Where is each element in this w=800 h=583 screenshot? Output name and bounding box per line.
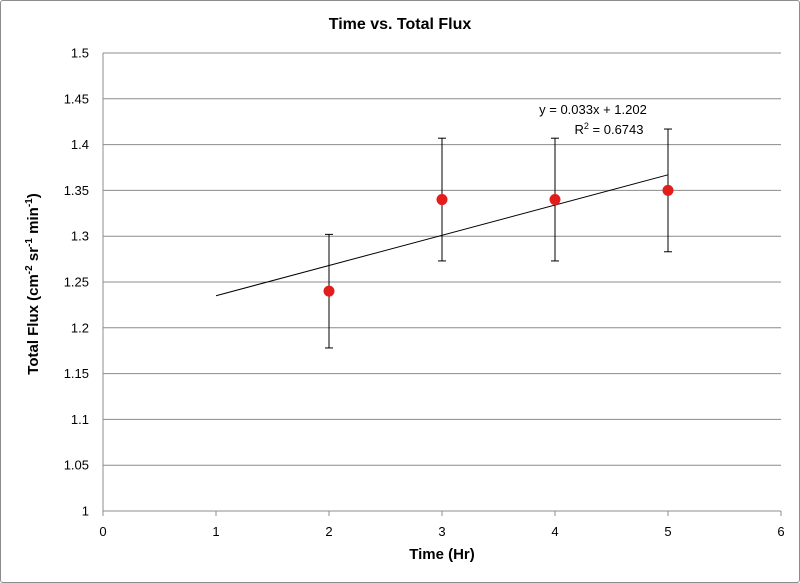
y-axis-label-superscript: -1 [24, 238, 35, 247]
data-points [323, 184, 674, 297]
y-axis-label: Total Flux (cm-2 sr-1 min-1) [24, 193, 42, 374]
data-point [662, 184, 674, 196]
x-tick-label: 2 [325, 524, 332, 539]
x-tick-labels: 0 1 2 3 4 5 6 [99, 524, 784, 539]
data-point [549, 194, 561, 206]
trendline-equation: y = 0.033x + 1.202 [539, 102, 647, 117]
x-tick-label: 4 [551, 524, 558, 539]
y-axis-label-superscript: -2 [24, 265, 35, 274]
data-point [323, 285, 335, 297]
r-squared-superscript: 2 [584, 121, 589, 131]
x-axis-label: Time (Hr) [409, 546, 475, 563]
y-axis-label-superscript: -1 [24, 198, 35, 207]
y-tick-label: 1.05 [64, 458, 89, 473]
x-tick-label: 0 [99, 524, 106, 539]
y-tick-label: 1.45 [64, 91, 89, 106]
r-squared-prefix: R [575, 122, 584, 137]
y-axis-label-part: sr [25, 247, 42, 266]
y-tick-label: 1.15 [64, 366, 89, 381]
y-tick-label: 1.25 [64, 275, 89, 290]
y-tick-label: 1.35 [64, 183, 89, 198]
r-squared-value: = 0.6743 [589, 122, 644, 137]
y-tick-label: 1.3 [71, 229, 89, 244]
r-squared-label: R2 = 0.6743 [575, 121, 644, 137]
y-tick-label: 1.5 [71, 46, 89, 61]
x-tick-label: 3 [438, 524, 445, 539]
y-tick-labels: 1 1.05 1.1 1.15 1.2 1.25 1.3 1.35 1.4 1.45 1.5 [64, 46, 89, 519]
y-tick-label: 1.2 [71, 320, 89, 335]
data-point [436, 194, 448, 206]
y-tick-label: 1.1 [71, 412, 89, 427]
y-axis-label-part: ) [25, 193, 42, 198]
chart-title: Time vs. Total Flux [329, 16, 472, 33]
axes [102, 53, 782, 516]
x-tick-label: 1 [212, 524, 219, 539]
y-axis-label-part: Total Flux (cm [25, 274, 42, 375]
y-tick-label: 1.4 [71, 137, 89, 152]
y-tick-label: 1 [82, 504, 89, 519]
x-tick-label: 6 [777, 524, 784, 539]
y-axis-label-part: min [25, 207, 42, 238]
x-tick-label: 5 [664, 524, 671, 539]
error-bars [325, 128, 672, 349]
